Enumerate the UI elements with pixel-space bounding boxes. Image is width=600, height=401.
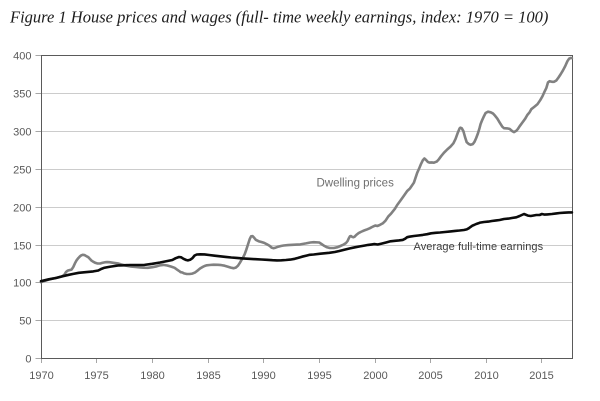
svg-text:200: 200 <box>13 202 31 214</box>
svg-text:100: 100 <box>13 277 31 289</box>
svg-text:2000: 2000 <box>363 370 387 382</box>
svg-text:400: 400 <box>13 50 31 62</box>
svg-text:350: 350 <box>13 88 31 100</box>
svg-text:50: 50 <box>19 315 31 327</box>
svg-text:250: 250 <box>13 164 31 176</box>
svg-text:Average full-time earnings: Average full-time earnings <box>414 241 544 253</box>
svg-text:150: 150 <box>13 240 31 252</box>
svg-text:300: 300 <box>13 126 31 138</box>
svg-text:1970: 1970 <box>29 370 53 382</box>
svg-text:1985: 1985 <box>196 370 220 382</box>
svg-text:2010: 2010 <box>474 370 498 382</box>
svg-text:1980: 1980 <box>140 370 164 382</box>
svg-text:0: 0 <box>25 353 31 365</box>
svg-text:Dwelling prices: Dwelling prices <box>317 178 395 190</box>
svg-text:1995: 1995 <box>307 370 331 382</box>
svg-text:Figure 1 House prices and wage: Figure 1 House prices and wages (full- t… <box>9 8 548 27</box>
svg-text:2005: 2005 <box>418 370 442 382</box>
svg-text:1990: 1990 <box>251 370 275 382</box>
svg-text:2015: 2015 <box>529 370 553 382</box>
svg-text:1975: 1975 <box>84 370 108 382</box>
